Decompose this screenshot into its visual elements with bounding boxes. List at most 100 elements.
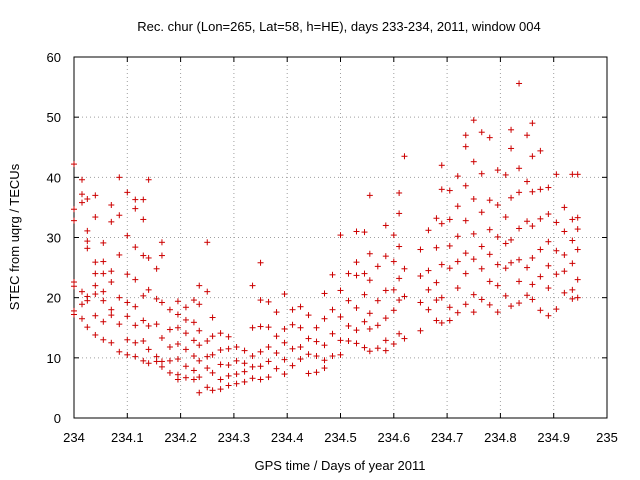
data-point [329, 306, 336, 313]
data-point [281, 356, 288, 363]
data-point [145, 286, 152, 293]
data-point [92, 192, 99, 199]
data-point [182, 346, 189, 353]
data-point [289, 345, 296, 352]
data-point [446, 317, 453, 324]
y-tick-label: 50 [47, 110, 61, 125]
data-point [438, 294, 445, 301]
data-point [153, 295, 160, 302]
data-point [297, 344, 304, 351]
data-point [145, 346, 152, 353]
data-point [446, 216, 453, 223]
data-point [454, 173, 461, 180]
data-point [71, 161, 77, 168]
data-point [390, 307, 397, 314]
data-point [454, 203, 461, 210]
data-point [84, 324, 91, 331]
data-point [241, 378, 248, 385]
data-point [116, 174, 123, 181]
data-point [108, 306, 115, 313]
data-point [345, 297, 352, 304]
data-point [158, 239, 165, 246]
data-point [529, 120, 536, 127]
data-point [289, 362, 296, 369]
data-point [313, 338, 320, 345]
x-tick-label: 234 [63, 430, 85, 445]
data-point [494, 282, 501, 289]
data-point [182, 363, 189, 370]
data-point [116, 321, 123, 328]
data-point [84, 245, 91, 252]
y-axis-label: STEC from uqrg / TECUs [7, 163, 22, 310]
data-point [462, 217, 469, 224]
data-point [132, 322, 139, 329]
data-point [390, 340, 397, 347]
data-point [204, 239, 211, 246]
data-point [494, 202, 501, 209]
data-point [196, 282, 203, 289]
data-point [140, 357, 147, 364]
data-point [382, 337, 389, 344]
data-point [140, 252, 147, 259]
data-point [132, 339, 139, 346]
data-point [382, 253, 389, 260]
data-point [145, 176, 152, 183]
data-point [396, 330, 403, 337]
data-point [366, 310, 373, 317]
data-point [265, 358, 272, 365]
data-point [446, 265, 453, 272]
data-point [321, 357, 328, 364]
data-point [153, 265, 160, 272]
data-point [516, 80, 523, 87]
data-point [153, 321, 160, 328]
data-point [508, 126, 515, 133]
data-point [158, 334, 165, 341]
data-point [190, 337, 197, 344]
data-point [508, 236, 515, 243]
data-point [494, 233, 501, 240]
data-point [265, 374, 272, 381]
data-point [132, 196, 139, 203]
data-point [353, 327, 360, 334]
data-point [108, 218, 115, 225]
data-point [166, 357, 173, 364]
data-point [537, 246, 544, 253]
data-point [438, 162, 445, 169]
data-point [569, 237, 576, 244]
data-point [553, 247, 560, 254]
data-point [140, 292, 147, 299]
data-point [233, 344, 240, 351]
data-point [446, 304, 453, 311]
data-point [502, 292, 509, 299]
data-point [374, 263, 381, 270]
data-point [78, 288, 85, 295]
data-point [454, 285, 461, 292]
data-point [545, 262, 552, 269]
data-point [508, 259, 515, 266]
data-point [217, 347, 224, 354]
data-point [438, 186, 445, 193]
data-point [313, 353, 320, 360]
data-point [545, 238, 552, 245]
data-point [470, 230, 477, 237]
data-point [433, 215, 440, 222]
data-point [516, 225, 523, 232]
data-point [502, 214, 509, 221]
data-point [281, 371, 288, 378]
data-point [108, 312, 115, 319]
data-point [108, 279, 115, 286]
data-point [166, 344, 173, 351]
data-point [462, 250, 469, 257]
data-point [446, 187, 453, 194]
data-point [462, 132, 469, 139]
data-point [257, 259, 264, 266]
data-point [374, 297, 381, 304]
data-point [100, 318, 107, 325]
data-point [289, 306, 296, 313]
data-point [337, 232, 344, 239]
data-point [561, 228, 568, 235]
data-point [401, 153, 408, 160]
data-point [537, 307, 544, 314]
data-point [494, 167, 501, 174]
data-point [100, 239, 107, 246]
